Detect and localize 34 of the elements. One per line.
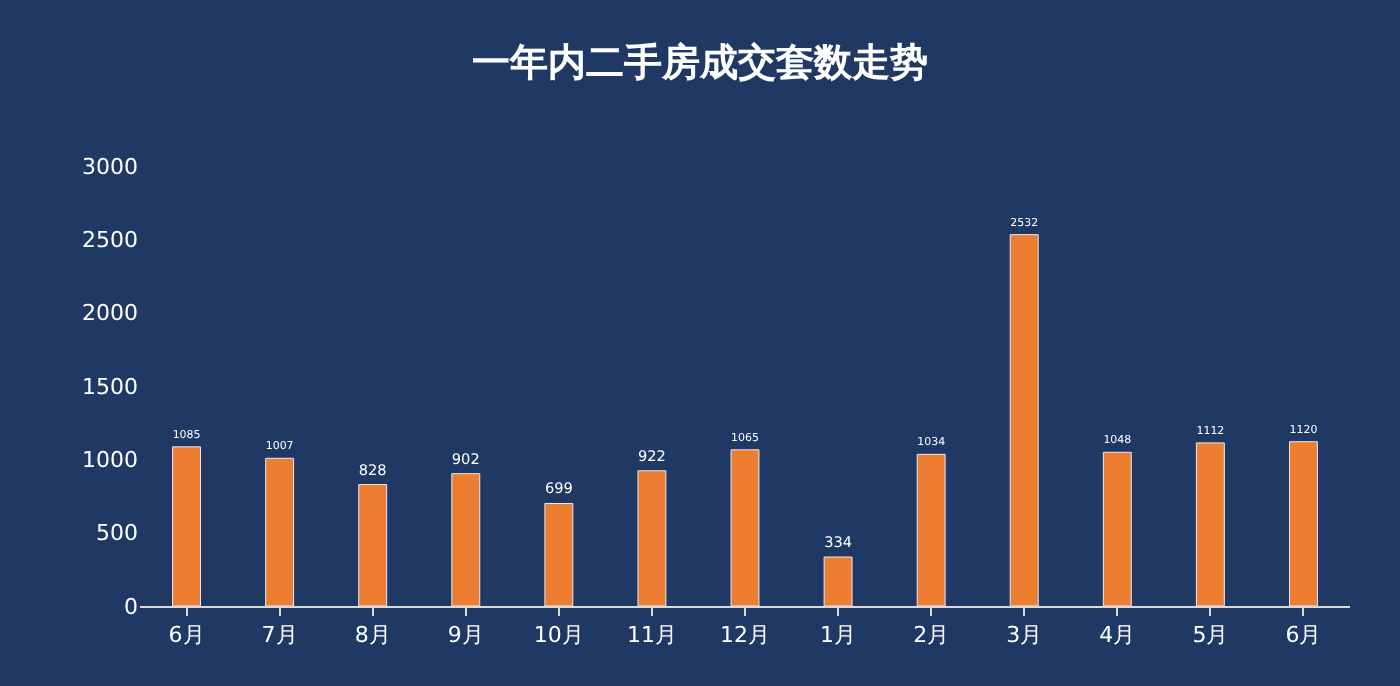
x-tick-label: 6月 <box>168 622 205 649</box>
y-tick-label: 0 <box>124 593 138 620</box>
x-tick-label: 5月 <box>1192 622 1229 649</box>
x-tick-label: 6月 <box>1285 622 1322 649</box>
bar <box>451 473 481 606</box>
y-tick-label: 2000 <box>82 300 138 327</box>
bar <box>637 470 667 606</box>
y-tick-label: 1000 <box>82 447 138 474</box>
y-tick-label: 3000 <box>82 153 138 180</box>
y-tick-label: 2500 <box>82 227 138 254</box>
bar <box>1102 451 1132 606</box>
x-tick-label: 10月 <box>533 622 584 649</box>
x-tick-label: 12月 <box>720 622 770 649</box>
bar <box>916 453 946 606</box>
x-tick-label: 3月 <box>1006 622 1043 649</box>
bar <box>265 457 295 606</box>
x-tick-label: 2月 <box>913 622 950 649</box>
chart-title: 一年内二手房成交套数走势 <box>472 40 928 85</box>
y-tick-label: 1500 <box>82 373 138 400</box>
x-tick-label: 9月 <box>447 622 484 649</box>
x-tick-label: 1月 <box>820 622 857 649</box>
x-tick-label: 8月 <box>354 622 391 649</box>
bar <box>1009 234 1039 606</box>
x-tick-label: 11月 <box>626 622 677 649</box>
x-tick-label: 4月 <box>1099 622 1136 649</box>
y-tick-label: 500 <box>96 520 138 547</box>
bar <box>1195 442 1225 606</box>
bar <box>544 502 574 606</box>
bar <box>1289 441 1318 606</box>
bar <box>172 446 201 606</box>
bar <box>730 449 760 606</box>
x-tick-label: 7月 <box>261 622 298 649</box>
bar <box>823 556 853 606</box>
bar <box>358 484 388 606</box>
